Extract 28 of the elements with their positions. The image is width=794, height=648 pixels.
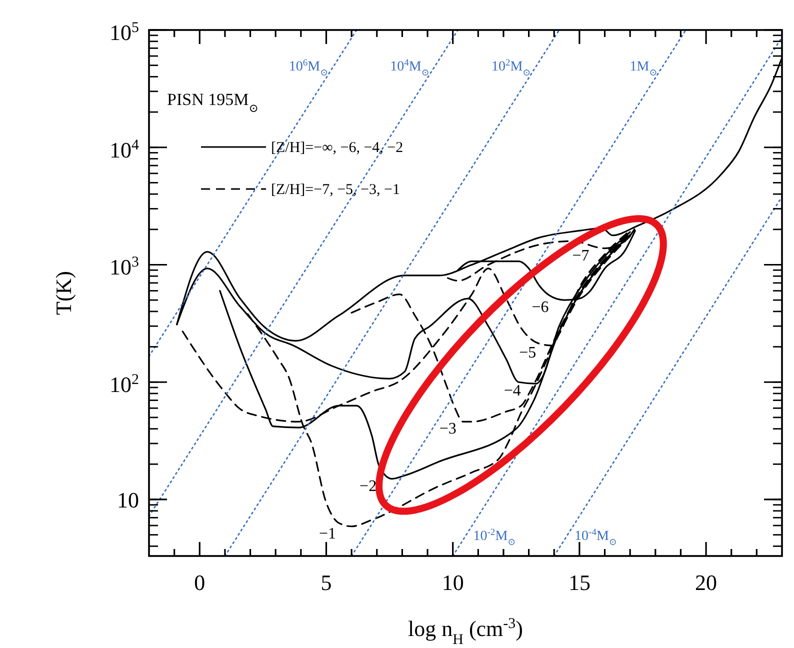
y-tick-label: 10$^{2}$ — [110, 372, 139, 398]
annotation: 10$^{6}$M$_{⊙}$ — [288, 58, 328, 78]
y-tick-label: 10$^{5}$ — [110, 20, 139, 45]
legend-title: PISN 195M$_{⊙}$ — [167, 90, 258, 114]
x-tick-label: 20 — [695, 570, 718, 595]
x-tick-label: 0 — [194, 570, 206, 595]
y-axis-title: T(K) — [51, 271, 76, 315]
annotation: 10$^{4}$M$_{⊙}$ — [390, 58, 430, 78]
annotation: 1M$_{⊙}$ — [630, 59, 658, 78]
annotation: −5 — [519, 344, 536, 362]
x-tick-label: 10 — [442, 570, 464, 595]
annotation: −2 — [360, 478, 377, 495]
x-tick-label: 5 — [320, 570, 332, 595]
annotation: −7 — [572, 247, 590, 264]
annotation: 10$^{-2}$M$_{⊙}$ — [473, 528, 516, 548]
annotation: −3 — [439, 420, 456, 438]
annotation: 10$^{2}$M$_{⊙}$ — [491, 58, 531, 78]
legend-label: [Z/H]=−7, −5, −3, −1 — [271, 182, 400, 198]
y-tick-label: 10$^{4}$ — [110, 137, 140, 162]
annotation: −4 — [504, 382, 521, 400]
x-axis-title: log n$_{H}$ (cm$^{-3}$) — [408, 616, 523, 648]
annotation: −1 — [319, 525, 336, 542]
x-tick-label: 15 — [568, 570, 590, 595]
annotation: −6 — [532, 299, 549, 316]
legend-label: [Z/H]=−∞, −6, −4, −2 — [271, 140, 404, 156]
y-tick-label: 10$^{3}$ — [110, 254, 139, 280]
annotation: 10$^{-4}$M$_{⊙}$ — [574, 528, 617, 548]
y-tick-label: 10 — [117, 487, 139, 512]
